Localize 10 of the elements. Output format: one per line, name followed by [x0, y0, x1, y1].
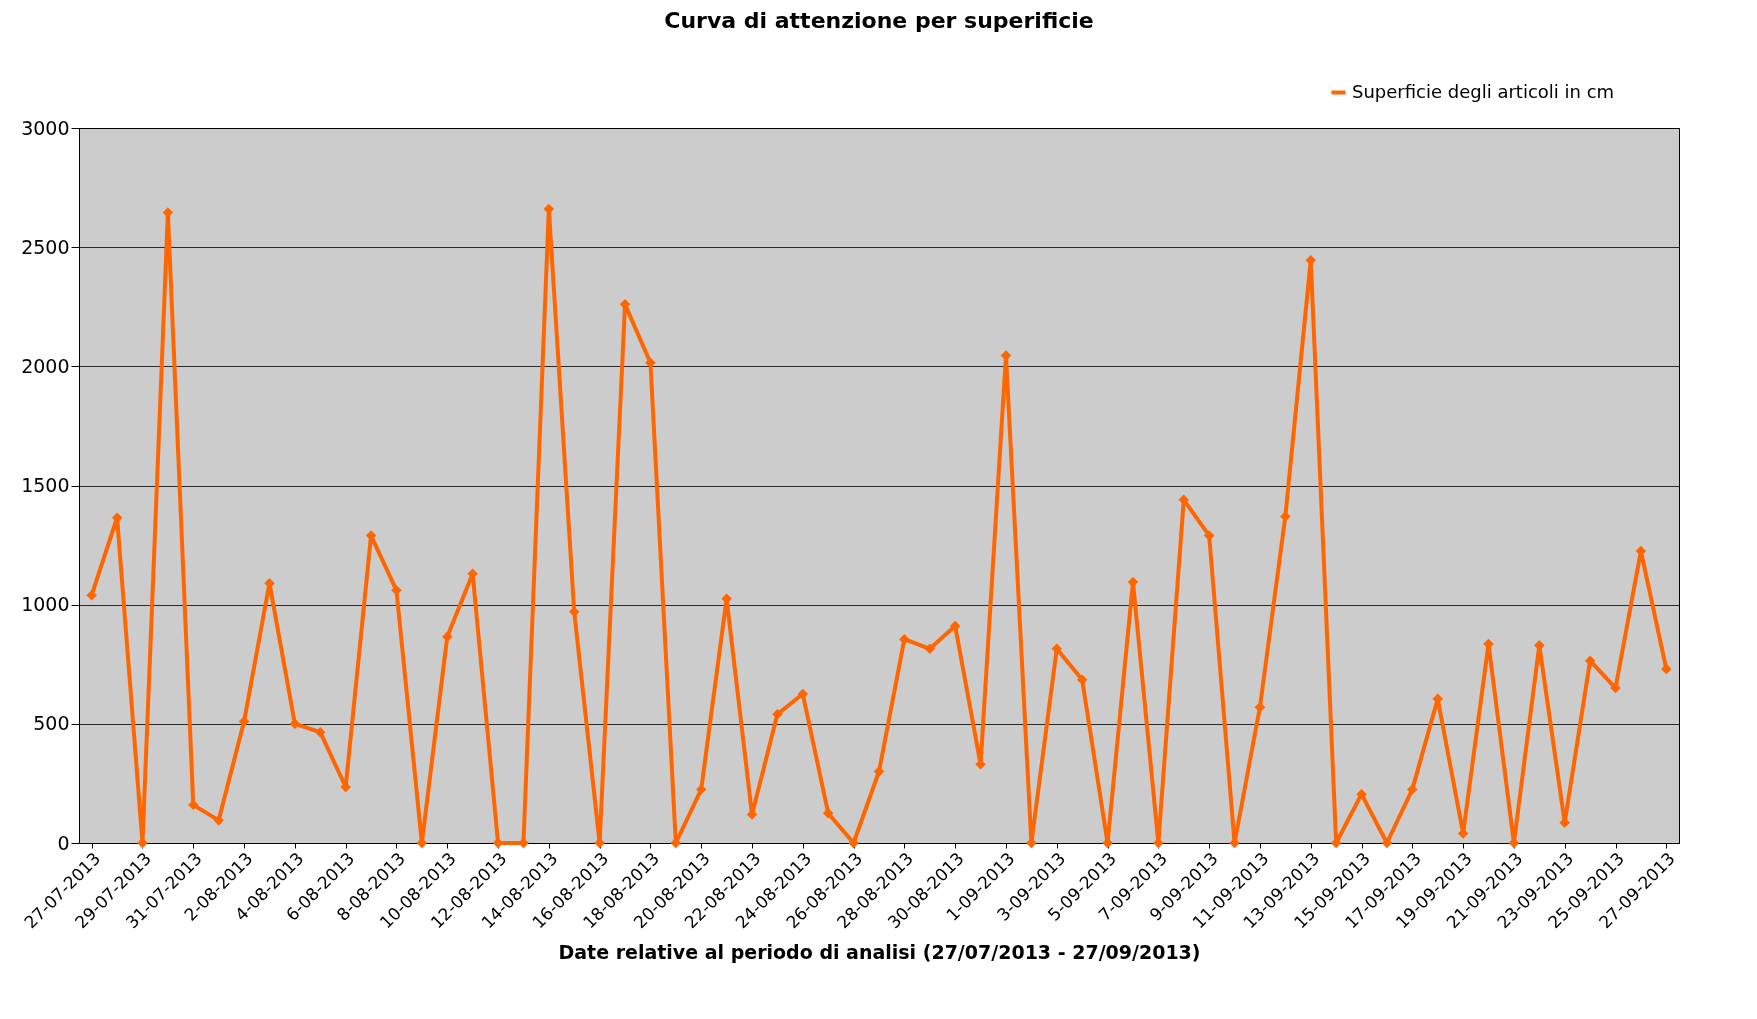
y-tick-label: 3000 [21, 116, 70, 139]
legend-label: Superficie degli articoli in cm [1352, 80, 1615, 102]
y-tick-label: 2500 [21, 235, 70, 258]
y-tick-label: 1000 [21, 593, 70, 616]
y-tick-label: 2000 [21, 354, 70, 377]
y-tick-label: 500 [33, 712, 70, 735]
y-tick-label: 0 [57, 831, 70, 854]
y-tick-label: 1500 [21, 474, 70, 496]
x-axis-title: Date relative al periodo di analisi (27/07/2013 - 27/09/2013) [558, 940, 1201, 963]
chart-title: Curva di attenzione per superificie [664, 8, 1094, 33]
